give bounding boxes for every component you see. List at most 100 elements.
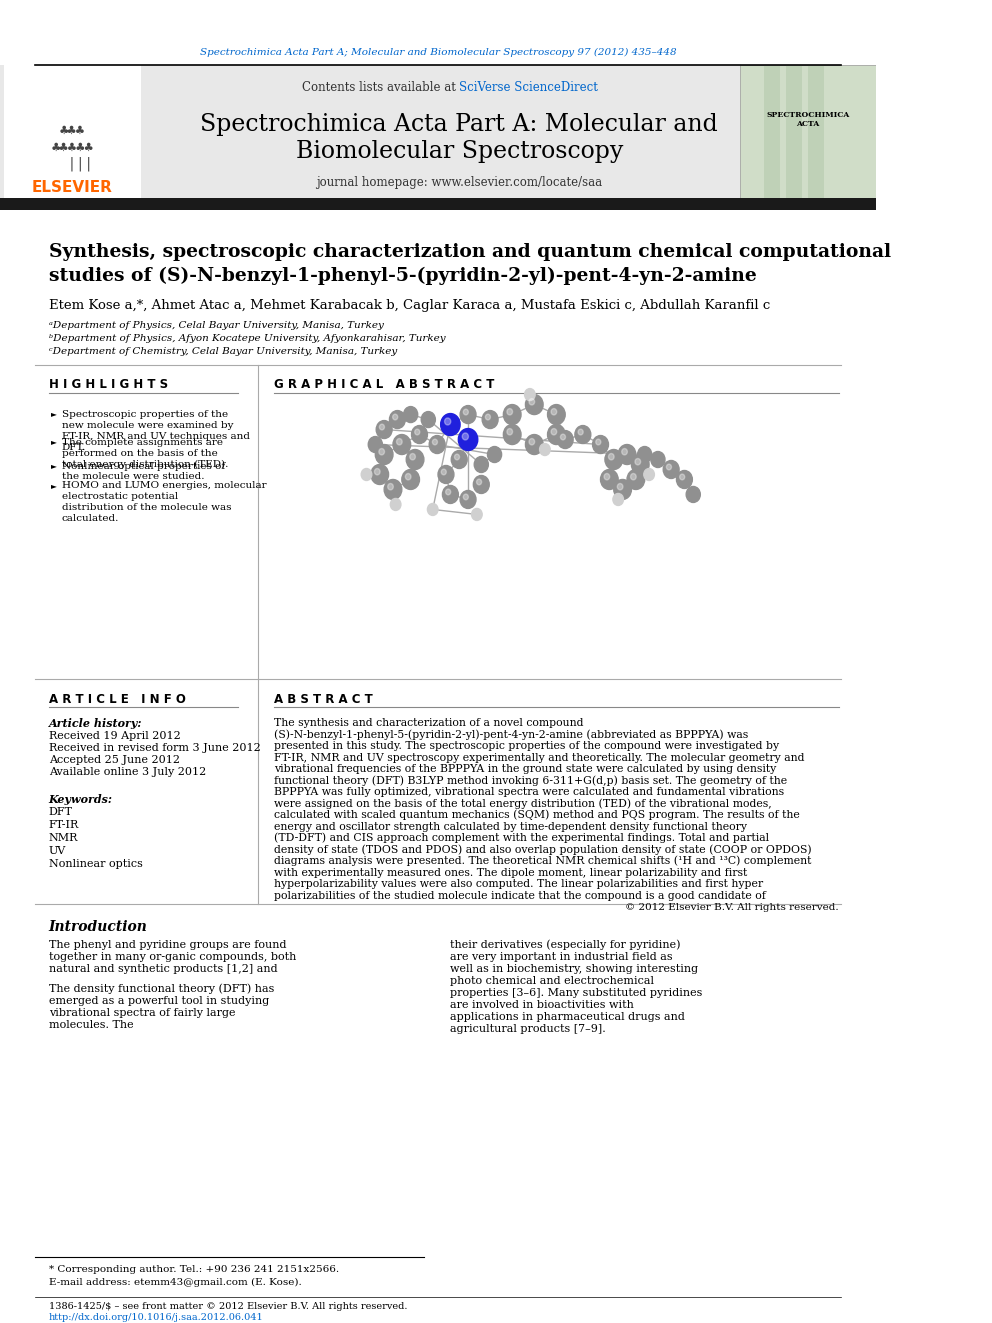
Text: performed on the basis of the: performed on the basis of the [62, 448, 217, 458]
Bar [786, 65, 802, 200]
Circle shape [430, 435, 445, 454]
Text: (TD-DFT) and CIS approach complement with the experimental findings. Total and p: (TD-DFT) and CIS approach complement wit… [274, 832, 769, 843]
Text: ♣♣♣
♣♣♣♣♣
  |||: ♣♣♣ ♣♣♣♣♣ ||| [52, 124, 93, 171]
Text: G R A P H I C A L   A B S T R A C T: G R A P H I C A L A B S T R A C T [274, 378, 494, 392]
Text: Received 19 April 2012: Received 19 April 2012 [49, 732, 181, 741]
Circle shape [575, 426, 591, 443]
Text: well as in biochemistry, showing interesting: well as in biochemistry, showing interes… [450, 964, 698, 974]
Text: vibrational spectra of fairly large: vibrational spectra of fairly large [49, 1008, 235, 1017]
Text: FT-IR: FT-IR [49, 820, 78, 830]
Circle shape [440, 414, 460, 435]
Circle shape [375, 445, 393, 464]
Circle shape [485, 414, 490, 419]
Circle shape [428, 504, 438, 516]
Circle shape [487, 447, 502, 463]
Circle shape [686, 487, 700, 503]
Circle shape [617, 483, 623, 490]
Text: E-mail address: etemm43@gmail.com (E. Kose).: E-mail address: etemm43@gmail.com (E. Ko… [49, 1278, 302, 1287]
Bar [764, 65, 780, 200]
Circle shape [442, 486, 458, 504]
Circle shape [503, 425, 521, 445]
Text: The complete assignments are: The complete assignments are [62, 438, 223, 447]
Circle shape [463, 493, 468, 500]
Circle shape [600, 470, 618, 490]
Circle shape [651, 451, 665, 467]
Text: Accepted 25 June 2012: Accepted 25 June 2012 [49, 755, 180, 765]
Circle shape [441, 470, 446, 475]
Circle shape [507, 429, 513, 435]
Bar [4, 65, 141, 200]
Text: Spectrochimica Acta Part A: Molecular and: Spectrochimica Acta Part A: Molecular an… [200, 114, 718, 136]
Circle shape [638, 447, 652, 463]
Circle shape [540, 443, 551, 455]
Circle shape [406, 474, 411, 480]
Circle shape [460, 406, 476, 423]
Circle shape [368, 437, 382, 452]
Text: diagrams analysis were presented. The theoretical NMR chemical shifts (¹H and ¹³: diagrams analysis were presented. The th… [274, 856, 811, 867]
Circle shape [548, 405, 565, 425]
Text: http://dx.doi.org/10.1016/j.saa.2012.06.041: http://dx.doi.org/10.1016/j.saa.2012.06.… [49, 1314, 263, 1322]
Text: presented in this study. The spectroscopic properties of the compound were inves: presented in this study. The spectroscop… [274, 741, 779, 751]
Text: emerged as a powerful tool in studying: emerged as a powerful tool in studying [49, 996, 269, 1005]
Text: natural and synthetic products [1,2] and: natural and synthetic products [1,2] and [49, 964, 277, 974]
Circle shape [462, 433, 468, 441]
Circle shape [371, 464, 389, 484]
Text: Nonlinear optics: Nonlinear optics [49, 859, 143, 869]
Circle shape [361, 468, 372, 480]
Circle shape [608, 454, 614, 460]
Circle shape [552, 429, 557, 435]
Text: DFT.: DFT. [62, 442, 86, 451]
Text: A R T I C L E   I N F O: A R T I C L E I N F O [49, 693, 186, 705]
Text: total energy distribution (TED).: total energy distribution (TED). [62, 459, 228, 468]
Bar [808, 65, 824, 200]
Circle shape [476, 479, 481, 484]
Text: The synthesis and characterization of a novel compound: The synthesis and characterization of a … [274, 718, 583, 728]
Text: Nonlinear optical properties of: Nonlinear optical properties of [62, 462, 225, 471]
Text: new molecule were examined by: new molecule were examined by [62, 421, 233, 430]
Text: The phenyl and pyridine groups are found: The phenyl and pyridine groups are found [49, 939, 286, 950]
Text: Received in revised form 3 June 2012: Received in revised form 3 June 2012 [49, 744, 260, 753]
Circle shape [627, 470, 645, 490]
Text: calculated.: calculated. [62, 515, 119, 524]
Circle shape [560, 434, 565, 439]
Circle shape [460, 491, 476, 508]
Circle shape [384, 479, 402, 500]
Text: Spectroscopic properties of the: Spectroscopic properties of the [62, 410, 228, 418]
Text: H I G H L I G H T S: H I G H L I G H T S [49, 378, 168, 392]
Circle shape [680, 474, 684, 480]
Circle shape [458, 429, 478, 451]
Circle shape [548, 425, 565, 445]
Text: ᵃDepartment of Physics, Celal Bayar University, Manisa, Turkey: ᵃDepartment of Physics, Celal Bayar Univ… [49, 321, 384, 331]
Text: A B S T R A C T: A B S T R A C T [274, 693, 373, 705]
Text: distribution of the molecule was: distribution of the molecule was [62, 504, 231, 512]
Circle shape [618, 445, 636, 464]
Text: Article history:: Article history: [49, 717, 142, 729]
Text: were assigned on the basis of the total energy distribution (TED) of the vibrati: were assigned on the basis of the total … [274, 798, 772, 808]
Circle shape [393, 414, 398, 419]
Text: Etem Kose a,*, Ahmet Atac a, Mehmet Karabacak b, Caglar Karaca a, Mustafa Eskici: Etem Kose a,*, Ahmet Atac a, Mehmet Kara… [49, 299, 770, 312]
Circle shape [578, 429, 583, 435]
Circle shape [445, 490, 450, 495]
Text: Introduction: Introduction [49, 919, 148, 934]
Circle shape [390, 410, 406, 429]
Text: Spectrochimica Acta Part A; Molecular and Biomolecular Spectroscopy 97 (2012) 43: Spectrochimica Acta Part A; Molecular an… [199, 48, 677, 57]
Text: properties [3–6]. Many substituted pyridines: properties [3–6]. Many substituted pyrid… [450, 988, 702, 998]
Circle shape [631, 474, 636, 480]
Circle shape [482, 410, 498, 429]
Text: vibrational frequencies of the BPPPYA in the ground state were calculated by usi: vibrational frequencies of the BPPPYA in… [274, 765, 776, 774]
Circle shape [407, 450, 424, 470]
Circle shape [677, 471, 692, 488]
Text: are involved in bioactivities with: are involved in bioactivities with [450, 1000, 634, 1009]
Text: ᶜDepartment of Chemistry, Celal Bayar University, Manisa, Turkey: ᶜDepartment of Chemistry, Celal Bayar Un… [49, 347, 397, 356]
Circle shape [397, 438, 402, 445]
Text: ᵇDepartment of Physics, Afyon Kocatepe University, Afyonkarahisar, Turkey: ᵇDepartment of Physics, Afyon Kocatepe U… [49, 335, 445, 343]
Text: UV: UV [49, 847, 65, 856]
Circle shape [438, 466, 454, 483]
Text: The density functional theory (DFT) has: The density functional theory (DFT) has [49, 984, 274, 994]
Circle shape [379, 425, 385, 430]
Text: Keywords:: Keywords: [49, 794, 112, 804]
Circle shape [433, 439, 437, 445]
Text: ►: ► [52, 462, 58, 471]
Circle shape [376, 421, 392, 438]
Text: applications in pharmaceutical drugs and: applications in pharmaceutical drugs and [450, 1012, 685, 1021]
